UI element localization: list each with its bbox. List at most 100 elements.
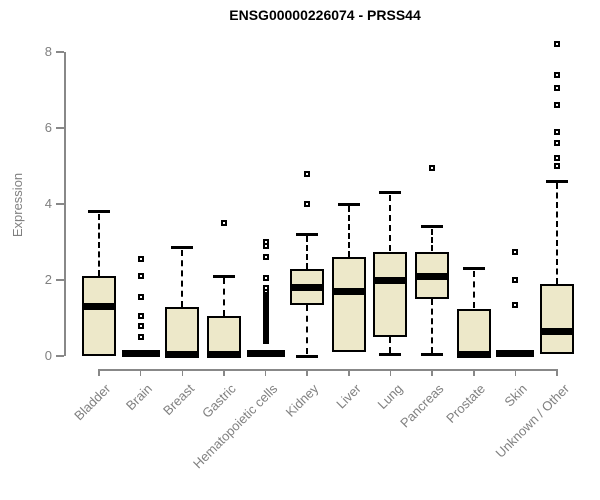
x-axis-tick: [514, 369, 517, 376]
y-tick-label: 6: [44, 120, 52, 135]
x-category-label: Liver: [332, 381, 364, 412]
box-gastric-iqr-box: [206, 316, 241, 356]
box-unknown-other-outlier: [554, 155, 561, 162]
box-bladder-iqr-box: [82, 276, 116, 356]
box-unknown-other-outlier: [554, 71, 561, 78]
box-unknown-other-median-line: [540, 327, 575, 335]
x-category-label: Skin: [501, 381, 531, 410]
box-pancreas-upper-cap: [421, 225, 444, 229]
box-brain-outlier: [137, 273, 144, 280]
x-axis-tick: [348, 369, 350, 376]
box-unknown-other-outlier: [554, 163, 561, 169]
box-liver-upper-cap: [337, 202, 360, 206]
box-prostate-iqr-box: [456, 308, 491, 356]
box-unknown-other-outlier: [554, 128, 561, 135]
box-liver-iqr-box: [331, 257, 366, 353]
box-brain-flat-bar: [121, 349, 160, 357]
x-axis-tick: [264, 369, 267, 376]
box-gastric-outlier: [220, 220, 227, 226]
y-tick-label: 4: [44, 196, 52, 211]
box-skin-flat-bar: [496, 349, 535, 357]
box-unknown-other-outlier: [554, 41, 561, 48]
box-hematopoietic-cells-outlier: [262, 275, 269, 282]
box-kidney-upper-whisker: [306, 236, 309, 269]
y-axis-tick: [56, 279, 64, 281]
box-prostate-upper-cap: [462, 267, 485, 271]
box-kidney-lower-whisker: [306, 304, 309, 354]
box-hematopoietic-cells-outlier: [262, 254, 269, 261]
x-category-label: Brain: [123, 381, 156, 414]
x-axis-tick: [389, 369, 392, 376]
box-kidney-outlier: [304, 201, 311, 207]
box-hematopoietic-cells-flat-bar: [246, 349, 285, 357]
box-gastric-upper-cap: [212, 274, 235, 278]
box-gastric-upper-whisker: [222, 278, 225, 317]
box-unknown-other-iqr-box: [540, 283, 575, 355]
box-lung-upper-cap: [379, 191, 402, 195]
x-axis-tick: [473, 369, 475, 376]
x-category-label: Kidney: [283, 381, 322, 420]
box-unknown-other-upper-whisker: [556, 183, 559, 284]
box-breast-median-line: [165, 350, 200, 358]
box-skin-outlier: [512, 301, 519, 308]
box-kidney-lower-cap: [296, 354, 319, 358]
x-axis-line: [99, 369, 558, 371]
box-brain-outlier: [137, 334, 144, 340]
x-category-label: Prostate: [443, 381, 489, 426]
box-unknown-other-outlier: [554, 85, 561, 92]
y-tick-label: 0: [44, 348, 52, 363]
y-axis-tick: [56, 355, 64, 357]
box-liver-median-line: [331, 287, 366, 295]
box-hematopoietic-cells-outlier: [262, 239, 269, 245]
box-pancreas-upper-whisker: [431, 228, 434, 252]
box-unknown-other-outlier: [554, 140, 561, 147]
y-axis-tick: [56, 127, 64, 129]
box-unknown-other-upper-cap: [546, 179, 569, 183]
box-kidney-median-line: [290, 284, 325, 292]
box-bladder-upper-cap: [88, 210, 110, 214]
box-pancreas-lower-whisker: [431, 299, 434, 353]
box-lung-upper-whisker: [389, 194, 392, 252]
box-liver-upper-whisker: [347, 206, 350, 258]
x-category-label: Bladder: [71, 381, 114, 424]
x-axis-tick: [556, 369, 558, 376]
x-category-label: Unknown / Other: [492, 381, 572, 461]
box-lung-lower-cap: [379, 353, 402, 357]
x-category-label: Pancreas: [397, 381, 447, 431]
x-axis-tick: [98, 369, 100, 376]
y-axis-tick: [56, 203, 64, 205]
box-prostate-upper-whisker: [472, 270, 475, 309]
box-breast-iqr-box: [165, 306, 200, 356]
box-prostate-median-line: [456, 350, 491, 358]
x-axis-tick: [431, 369, 433, 376]
y-axis-line: [64, 52, 66, 356]
box-brain-outlier: [137, 294, 144, 301]
x-axis-tick: [223, 369, 225, 376]
x-category-label: Gastric: [198, 381, 239, 421]
x-category-label: Lung: [374, 381, 406, 413]
box-brain-outlier: [137, 322, 144, 329]
box-pancreas-outlier: [429, 164, 436, 171]
box-lung-lower-whisker: [389, 337, 392, 353]
box-unknown-other-outlier: [554, 102, 561, 109]
box-breast-upper-whisker: [181, 249, 184, 307]
box-bladder-upper-whisker: [98, 213, 100, 277]
box-kidney-upper-cap: [296, 232, 319, 236]
box-skin-outlier: [512, 248, 519, 255]
chart-title: ENSG00000226074 - PRSS44: [229, 7, 421, 23]
x-axis-tick: [306, 369, 308, 376]
y-axis-tick: [56, 51, 64, 53]
x-category-label: Breast: [159, 381, 197, 419]
box-kidney-outlier: [304, 170, 311, 177]
box-brain-outlier: [137, 313, 144, 320]
box-gastric-median-line: [206, 350, 241, 358]
box-bladder-median-line: [82, 303, 116, 311]
box-skin-outlier: [512, 277, 519, 283]
y-axis-label: Expression: [10, 172, 25, 238]
y-tick-label: 2: [44, 272, 52, 287]
box-pancreas-lower-cap: [421, 353, 444, 357]
box-hematopoietic-cells-outlier: [262, 284, 269, 291]
box-pancreas-median-line: [415, 272, 450, 280]
box-breast-upper-cap: [171, 246, 194, 250]
